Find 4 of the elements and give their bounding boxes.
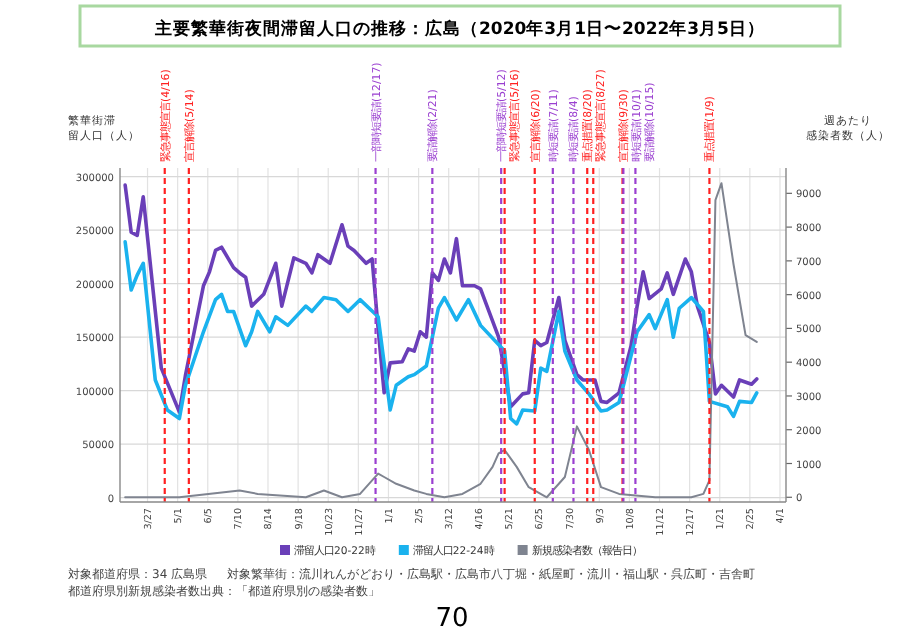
line-series	[123, 183, 759, 414]
text: 70	[435, 604, 469, 634]
chart-title: 主要繁華街夜間滞留人口の推移：広島（2020年3月1日〜2022年3月5日）	[153, 18, 765, 40]
line-series	[123, 240, 759, 426]
